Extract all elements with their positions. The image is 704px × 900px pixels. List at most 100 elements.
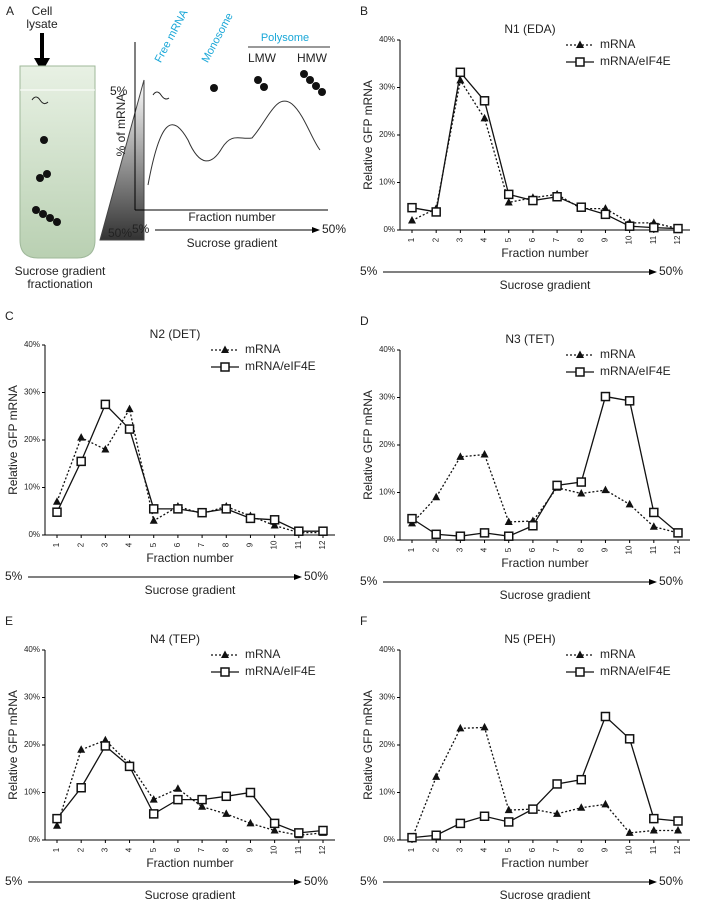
y-tick-label: 40% (379, 645, 395, 654)
label: 5% (110, 84, 128, 98)
marker (649, 522, 658, 530)
ribosome-icon (306, 76, 314, 84)
y-tick-label: 0% (28, 530, 40, 539)
x-tick-label: 9 (246, 847, 255, 852)
arrowhead (649, 579, 657, 585)
marker (197, 507, 207, 518)
x-tick-label: 6 (173, 542, 182, 547)
legend-label: mRNA (245, 647, 280, 661)
marker (455, 67, 466, 78)
label: lysate (26, 17, 58, 31)
x-tick-label: 1 (52, 542, 61, 547)
legend-label: mRNA/eIF4E (245, 359, 316, 373)
arrowhead (649, 269, 657, 275)
marker (649, 222, 659, 233)
marker (528, 804, 538, 814)
marker (456, 452, 465, 460)
marker (52, 813, 62, 824)
x-tick-label: 3 (455, 547, 464, 552)
gradient-start: 5% (5, 874, 23, 888)
marker (576, 40, 584, 48)
y-tick-label: 20% (379, 130, 395, 139)
label: 50% (322, 222, 346, 236)
x-tick-label: 5 (149, 847, 158, 852)
marker (528, 521, 538, 531)
x-tick-label: 10 (625, 235, 634, 244)
gradient-label: Sucrose gradient (500, 588, 591, 602)
legend-label: mRNA/eIF4E (245, 664, 316, 678)
series-line (56, 744, 324, 834)
marker (455, 531, 466, 541)
ribosome-icon (39, 210, 47, 218)
y-tick-label: 10% (24, 788, 40, 797)
y-tick-label: 40% (379, 35, 395, 44)
series-line (56, 739, 324, 836)
marker (173, 784, 182, 792)
series-line (411, 70, 679, 230)
mrna-icon (152, 91, 170, 100)
marker (576, 350, 584, 358)
marker (100, 399, 111, 410)
x-tick-label: 6 (528, 847, 537, 852)
chart-title: N2 (DET) (150, 327, 201, 341)
chart-panel: F N5 (PEH) Relative GFP mRNA 0% 10% 20% 30% 40%… (360, 614, 690, 900)
marker (221, 791, 232, 802)
ribosome-icon (36, 174, 44, 182)
marker (600, 209, 611, 220)
x-tick-label: 7 (197, 847, 206, 852)
caption: fractionation (27, 277, 92, 291)
gradient-label: Sucrose gradient (145, 583, 236, 597)
marker (407, 832, 417, 843)
ribosome-icon (318, 88, 326, 96)
x-tick-label: 7 (552, 847, 561, 852)
x-tick-label: 4 (480, 847, 489, 852)
y-tick-label: 20% (379, 740, 395, 749)
x-tick-label: 8 (221, 847, 230, 852)
marker (246, 818, 255, 827)
series-line (411, 453, 679, 534)
marker (270, 826, 279, 834)
series-line (411, 395, 679, 537)
profile-curve (147, 100, 321, 186)
marker (479, 96, 490, 106)
gradient-triangle (99, 79, 145, 241)
legend-label: mRNA (600, 347, 635, 361)
marker (220, 362, 230, 372)
marker (504, 517, 513, 525)
marker (503, 531, 514, 541)
caption: Sucrose gradient (15, 264, 106, 278)
x-tick-label: 5 (504, 237, 513, 242)
marker (480, 722, 489, 731)
marker (407, 513, 417, 524)
marker (221, 345, 229, 353)
marker (100, 741, 111, 751)
gradient-start: 5% (360, 264, 378, 278)
marker (575, 667, 585, 677)
x-tick-label: 11 (294, 845, 303, 854)
x-tick-label: 11 (294, 540, 303, 549)
ribosome-icon (260, 83, 268, 91)
x-tick-label: 6 (173, 847, 182, 852)
marker (148, 504, 159, 514)
marker (575, 57, 585, 67)
marker (480, 113, 489, 122)
x-tick-label: 3 (455, 237, 464, 242)
marker (480, 450, 489, 458)
x-tick-label: 2 (431, 847, 440, 852)
ribosome-icon (46, 214, 54, 222)
marker (624, 221, 635, 231)
panel-letter: D (360, 314, 369, 328)
marker (198, 802, 207, 810)
marker (318, 825, 328, 836)
ribosome-icon (40, 136, 48, 144)
marker (431, 830, 441, 840)
marker (577, 803, 586, 811)
marker (77, 745, 86, 753)
marker (576, 477, 587, 487)
x-tick-label: 9 (601, 847, 610, 852)
marker (221, 504, 232, 514)
y-tick-label: 20% (24, 740, 40, 749)
y-tick-label: 10% (24, 483, 40, 492)
marker (270, 521, 279, 529)
y-axis-label: Relative GFP mRNA (361, 390, 375, 500)
